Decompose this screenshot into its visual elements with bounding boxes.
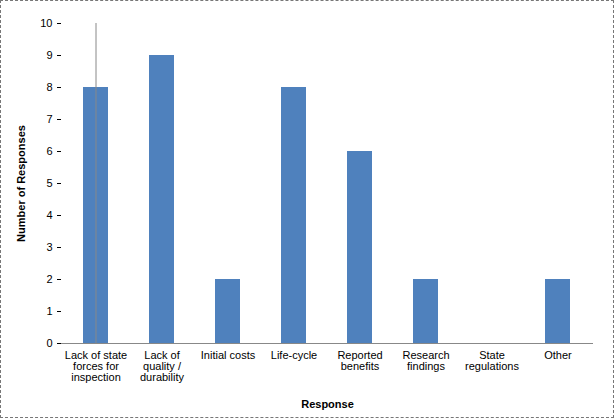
svg-text:8: 8 xyxy=(46,81,52,93)
svg-text:Reportedbenefits: Reportedbenefits xyxy=(337,349,382,372)
svg-text:5: 5 xyxy=(46,177,52,189)
svg-text:Researchfindings: Researchfindings xyxy=(402,349,449,372)
svg-text:9: 9 xyxy=(46,49,52,61)
svg-text:Response: Response xyxy=(301,398,354,410)
svg-text:3: 3 xyxy=(46,241,52,253)
svg-text:Lack of stateforces forinspect: Lack of stateforces forinspection xyxy=(65,349,127,383)
svg-text:7: 7 xyxy=(46,113,52,125)
svg-text:Stateregulations: Stateregulations xyxy=(465,349,519,372)
svg-text:Number of Responses: Number of Responses xyxy=(15,125,27,242)
svg-text:Lack ofquality /durability: Lack ofquality /durability xyxy=(140,349,185,383)
svg-text:4: 4 xyxy=(46,209,52,221)
svg-text:Initial costs: Initial costs xyxy=(201,349,256,361)
svg-text:10: 10 xyxy=(40,17,52,29)
svg-text:6: 6 xyxy=(46,145,52,157)
svg-text:0: 0 xyxy=(46,337,52,349)
svg-text:Other: Other xyxy=(544,349,572,361)
svg-text:1: 1 xyxy=(46,305,52,317)
svg-text:2: 2 xyxy=(46,273,52,285)
svg-text:Life-cycle: Life-cycle xyxy=(271,349,317,361)
